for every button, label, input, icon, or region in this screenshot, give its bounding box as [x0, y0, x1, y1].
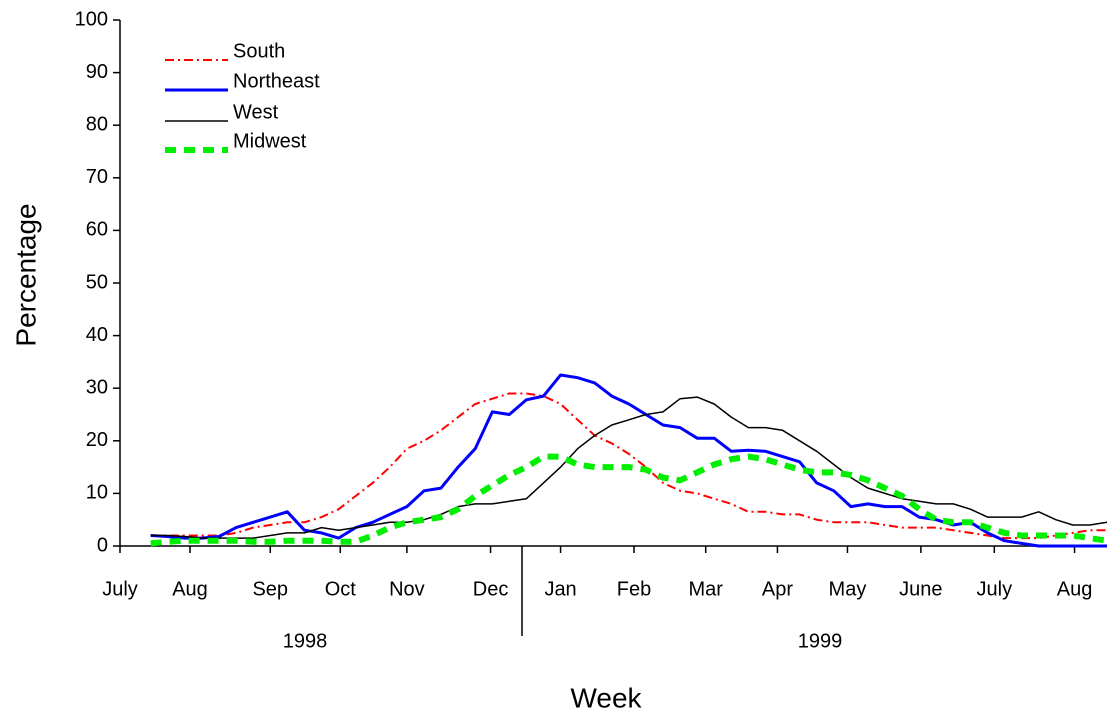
- x-tick-label: July: [977, 578, 1013, 600]
- y-axis-title: Percentage: [10, 203, 41, 346]
- x-tick-label: June: [899, 578, 942, 600]
- series-line: [150, 392, 1107, 540]
- x-tick-label: Feb: [617, 578, 651, 600]
- series-line: [150, 396, 1107, 539]
- y-tick-label: 100: [75, 8, 108, 30]
- x-tick-label: Oct: [325, 578, 357, 600]
- x-tick-label: Jan: [544, 578, 576, 600]
- y-tick-label: 70: [86, 166, 108, 188]
- legend-label: Northeast: [233, 70, 320, 92]
- legend-label: West: [233, 101, 279, 123]
- x-tick-label: Aug: [1057, 578, 1093, 600]
- x-tick-label: Apr: [762, 578, 793, 600]
- legend-label: South: [233, 40, 285, 62]
- y-tick-label: 30: [86, 376, 108, 398]
- x-tick-label: Aug: [172, 578, 208, 600]
- y-tick-label: 10: [86, 482, 108, 504]
- y-tick-label: 0: [97, 534, 108, 556]
- x-tick-label: Dec: [473, 578, 509, 600]
- y-tick-label: 40: [86, 324, 108, 346]
- legend-label: Midwest: [233, 130, 307, 152]
- x-tick-label: Sep: [252, 578, 288, 600]
- y-tick-label: 20: [86, 429, 108, 451]
- x-tick-label: May: [829, 578, 867, 600]
- y-tick-label: 90: [86, 61, 108, 83]
- series-line: [150, 453, 1107, 547]
- x-tick-label: Nov: [389, 578, 425, 600]
- x-tick-label: Mar: [688, 578, 723, 600]
- y-tick-label: 50: [86, 271, 108, 293]
- x-group-label: 1999: [798, 630, 843, 652]
- y-tick-label: 80: [86, 113, 108, 135]
- x-tick-label: July: [102, 578, 138, 600]
- y-tick-label: 60: [86, 219, 108, 241]
- x-group-label: 1998: [283, 630, 328, 652]
- x-axis-title: Week: [570, 682, 642, 713]
